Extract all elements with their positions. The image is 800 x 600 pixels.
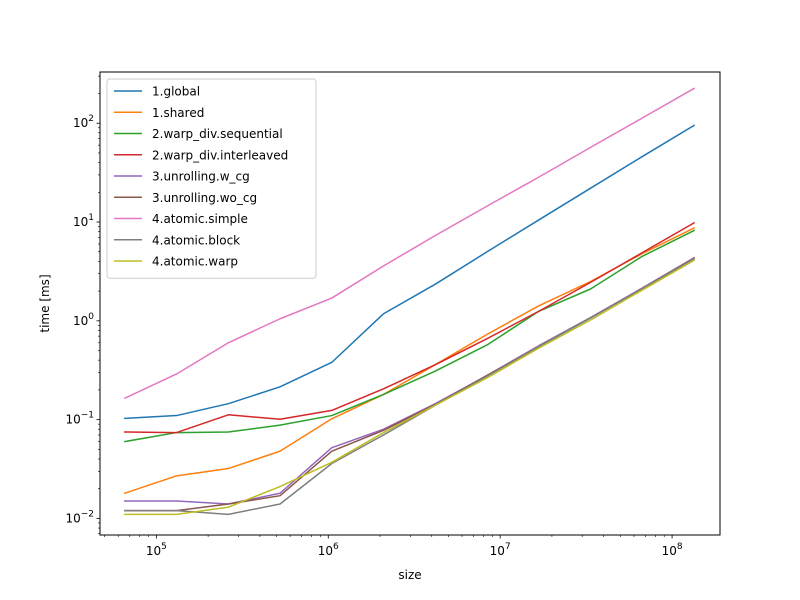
legend-label: 1.global — [152, 85, 200, 99]
legend-item-4-atomic-simple: 4.atomic.simple — [114, 212, 248, 226]
series-line-4-atomic-simple — [123, 87, 696, 400]
legend-item-4-atomic-block: 4.atomic.block — [114, 233, 240, 247]
legend-label: 2.warp_div.interleaved — [152, 148, 288, 162]
y-tick-label-2-base: 10 — [73, 314, 88, 328]
legend-label: 1.shared — [152, 106, 204, 120]
x-tick-label-2-exp: 7 — [505, 542, 511, 552]
y-axis-label: time [ms] — [38, 274, 52, 332]
x-tick-label-1: 106 — [318, 542, 339, 558]
y-tick-label-3: 101 — [73, 213, 94, 229]
series-2-warp-div-interleaved — [124, 221, 696, 434]
y-tick-label-1: 10−1 — [65, 411, 94, 427]
x-tick-label-3-exp: 8 — [677, 542, 683, 552]
x-tick-label-1-exp: 6 — [333, 542, 339, 552]
x-tick-label-2-base: 10 — [490, 544, 505, 558]
y-tick-label-0-exp: −2 — [81, 509, 94, 519]
series-line-1-global — [124, 124, 696, 420]
legend-label: 3.unrolling.w_cg — [152, 170, 250, 184]
x-axis: 105 106 107 108 — [104, 535, 683, 558]
series-line-4-atomic-warp — [124, 259, 696, 516]
legend-item-4-atomic-warp: 4.atomic.warp — [114, 255, 238, 269]
y-tick-label-1-base: 10 — [65, 413, 80, 427]
series-4-atomic-simple — [123, 87, 696, 400]
legend: 1.global 1.shared 2.warp_div.sequential 2.w… — [106, 78, 317, 279]
y-tick-label-4-exp: 2 — [88, 114, 94, 124]
x-tick-label-3-base: 10 — [662, 544, 677, 558]
series-line-2-warp-div-sequential — [123, 229, 696, 443]
y-tick-label-0: 10−2 — [65, 509, 94, 525]
legend-item-1-shared: 1.shared — [114, 106, 204, 120]
legend-item-2-warp-div-interleaved: 2.warp_div.interleaved — [114, 148, 288, 162]
x-tick-label-1-base: 10 — [318, 544, 333, 558]
y-tick-label-4-base: 10 — [73, 116, 88, 130]
legend-item-3-unrolling-w-cg: 3.unrolling.w_cg — [114, 170, 250, 184]
x-tick-label-0: 105 — [146, 542, 167, 558]
series-4-atomic-warp — [124, 259, 696, 516]
series-1-global — [124, 124, 696, 420]
legend-item-1-global: 1.global — [114, 85, 200, 99]
legend-label: 4.atomic.simple — [152, 212, 248, 226]
series-line-2-warp-div-interleaved — [124, 221, 696, 434]
x-axis-label: size — [398, 568, 421, 582]
y-tick-label-4: 102 — [73, 114, 94, 130]
legend-item-2-warp-div-sequential: 2.warp_div.sequential — [114, 127, 283, 141]
y-tick-label-2: 100 — [73, 312, 94, 328]
x-tick-label-2: 107 — [490, 542, 511, 558]
y-tick-label-0-base: 10 — [65, 511, 80, 525]
legend-label: 4.atomic.warp — [152, 255, 238, 269]
x-tick-label-0-base: 10 — [146, 544, 161, 558]
x-tick-label-0-exp: 5 — [161, 542, 167, 552]
y-tick-label-3-exp: 1 — [88, 213, 94, 223]
legend-label: 4.atomic.block — [152, 233, 240, 247]
series-line-4-atomic-block — [124, 257, 696, 516]
y-tick-label-3-base: 10 — [73, 215, 88, 229]
legend-box — [106, 78, 317, 279]
legend-item-3-unrolling-wo-cg: 3.unrolling.wo_cg — [114, 191, 257, 205]
legend-label: 3.unrolling.wo_cg — [152, 191, 257, 205]
x-tick-label-3: 108 — [662, 542, 683, 558]
legend-label: 2.warp_div.sequential — [152, 127, 283, 141]
y-tick-label-2-exp: 0 — [88, 312, 94, 322]
y-tick-label-1-exp: −1 — [81, 411, 94, 421]
plot-lines — [123, 87, 696, 516]
